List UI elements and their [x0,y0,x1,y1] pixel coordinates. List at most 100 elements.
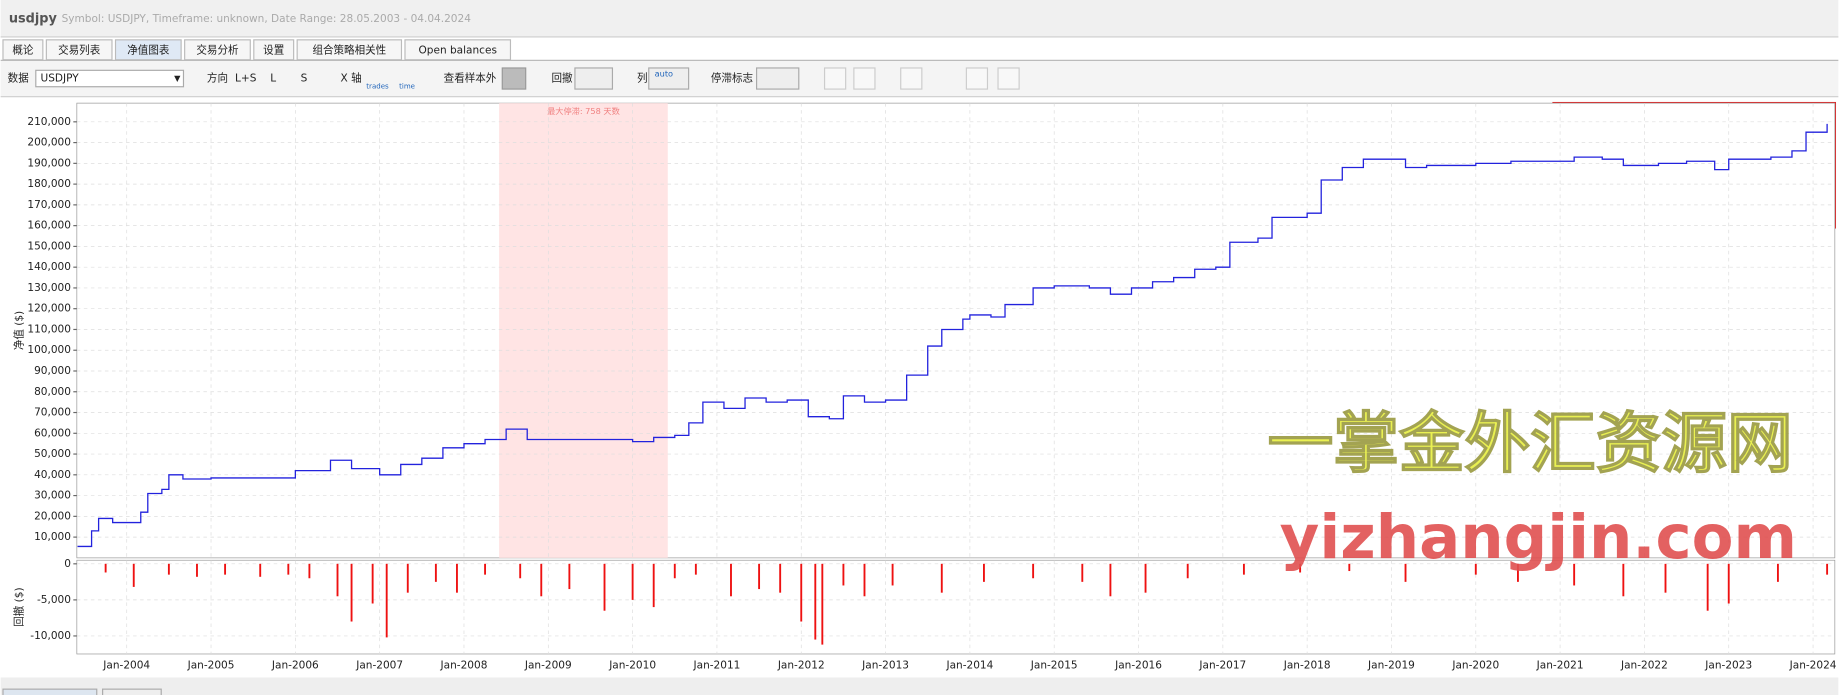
label: 停滞标志 [711,72,753,85]
drawdown-bar [1081,563,1084,582]
x-tick-label: Jan-2008 [440,660,488,672]
drawdown-bar [196,563,198,577]
bottom-tab[interactable] [102,688,162,695]
equity-line [77,123,1828,548]
x-tick-label: Jan-2016 [1114,660,1162,672]
drawdown-bar [1032,563,1035,579]
tab[interactable] [184,39,251,61]
drawdown-bar [104,563,107,573]
toggle[interactable]: L+S [235,73,257,85]
drawdown-bar [842,563,845,586]
drawdown-bar [224,563,227,575]
tab[interactable] [2,39,44,61]
tab[interactable] [253,39,295,61]
plot-frame [76,559,1836,655]
tab-label[interactable]: 交易列表 [58,43,101,56]
drawdown-bar [1706,563,1709,611]
drawdown-bar [568,563,571,590]
dropdown[interactable] [574,67,614,90]
label: X 轴 [341,72,362,85]
y-tick-label: 170,000 [27,199,71,211]
y-tick-label: 200,000 [27,137,71,149]
x-tick-label: Jan-2006 [271,660,319,672]
y-tick-label: 120,000 [27,303,71,315]
drawdown-bar [631,563,634,600]
drawdown-bar [814,563,817,640]
tab[interactable] [114,39,182,61]
drawdown-bar [821,563,824,645]
app-title: usdjpy [9,11,58,26]
y-tick-label: 40,000 [34,469,71,481]
dropdown[interactable] [756,67,800,90]
dropdown-value[interactable]: auto [655,68,673,78]
drawdown-bar [287,563,290,575]
chart-button[interactable] [853,67,876,90]
dropdown-arrow[interactable]: ▼ [174,73,181,83]
tab-label[interactable]: 净值图表 [127,43,170,56]
tab[interactable] [45,39,113,61]
stagnation-label: 最大停滞: 758 天数 [547,106,620,116]
toggle[interactable]: trades [366,82,389,91]
toggle[interactable]: L [270,73,276,85]
drawdown-bar [891,563,894,586]
tab-label[interactable]: 概论 [12,43,34,56]
x-tick-label: Jan-2019 [1367,660,1415,672]
dropdown[interactable] [35,69,185,88]
label: 回撤 [551,72,573,85]
x-tick-label: Jan-2024 [1789,660,1837,672]
drawdown-bar [456,563,458,593]
toggle[interactable]: S [301,73,308,85]
drawdown-bar [132,563,135,587]
drawdown-bar [350,563,353,622]
drawdown-bar [1299,563,1302,573]
y-tick-label: 180,000 [27,178,71,190]
y-tick-label: 150,000 [27,240,71,252]
tab-label[interactable]: 设置 [263,44,284,56]
y-tick-label: 190,000 [27,157,71,169]
y-tick-label: 140,000 [27,261,71,273]
x-tick-label: Jan-2010 [608,660,656,672]
y-tick-label: 60,000 [34,427,71,439]
y-tick-label: 20,000 [34,510,71,522]
drawdown-bar [1664,563,1667,593]
tab-label[interactable]: 交易分析 [196,43,239,56]
drawdown-bar [730,563,732,597]
chart-button[interactable] [823,67,847,90]
drawdown-bar [519,563,522,579]
tab-label[interactable]: Open balances [419,44,497,56]
x-tick-label: Jan-2023 [1704,660,1752,672]
y-tick-label: 100,000 [27,344,71,356]
dropdown[interactable] [648,67,690,90]
header-bar [0,0,1839,38]
drawdown-bar [1186,563,1189,579]
chart-button[interactable] [900,67,923,90]
toggle-button[interactable] [501,67,527,90]
x-tick-label: Jan-2012 [777,660,825,672]
chart-button[interactable] [997,67,1020,90]
drawdown-bar [800,563,803,622]
drawdown-bar [779,563,782,593]
y-tick-label: 80,000 [34,386,71,398]
drawdown-bar [1144,563,1147,593]
y-tick-label: 10,000 [34,531,71,543]
drawdown-bar [385,563,388,638]
drawdown-bar [758,563,761,590]
y-axis-label: 回撤 ($) [12,587,25,626]
drawdown-bar [1622,563,1625,597]
drawdown-bar [1242,563,1245,575]
y-tick-label: 30,000 [34,490,71,502]
tab[interactable] [404,39,512,61]
drawdown-bar [1348,563,1351,572]
drawdown-bar [371,563,374,604]
drawdown-bar [484,563,486,575]
drawdown-bar [540,563,543,597]
toggle[interactable]: time [399,82,415,91]
x-tick-label: Jan-2018 [1283,660,1331,672]
bottom-tab[interactable] [2,688,98,695]
chart-button[interactable] [965,67,989,90]
tab[interactable] [296,39,403,61]
y-tick-label: 110,000 [27,323,71,335]
dropdown-value[interactable]: USDJPY [40,73,79,85]
tab-label[interactable]: 组合策略相关性 [312,43,386,56]
